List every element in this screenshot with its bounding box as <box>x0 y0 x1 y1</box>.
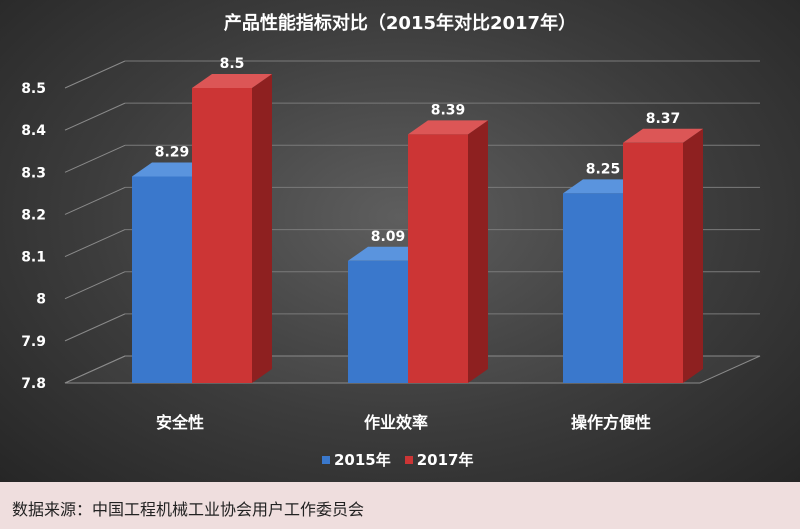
legend-label-2015: 2015年 <box>334 451 391 469</box>
x-tick-label: 操作方便性 <box>571 413 651 432</box>
bar <box>563 193 623 383</box>
bar <box>192 88 252 383</box>
legend: 2015年 2017年 <box>322 449 474 470</box>
gridline-diagonal <box>64 271 126 300</box>
y-tick-label: 8.5 <box>21 81 46 97</box>
bar-top <box>408 120 488 135</box>
bar-side <box>683 128 703 383</box>
gridline-diagonal <box>64 186 126 215</box>
gridline-diagonal <box>64 313 126 342</box>
gridline-diagonal <box>64 60 126 89</box>
gridline-diagonal <box>64 144 126 173</box>
x-tick-label: 作业效率 <box>364 413 428 432</box>
y-tick-label: 8.1 <box>21 250 46 266</box>
data-label: 8.29 <box>155 145 190 161</box>
bar <box>623 142 683 383</box>
x-tick-label: 安全性 <box>156 413 204 432</box>
bar <box>408 134 468 383</box>
chart-title: 产品性能指标对比（2015年对比2017年） <box>224 12 576 34</box>
data-label: 8.37 <box>646 111 681 127</box>
y-tick-label: 7.9 <box>21 334 46 350</box>
legend-swatch-2015 <box>322 455 330 464</box>
bar <box>348 260 408 383</box>
legend-swatch-2017 <box>404 455 413 464</box>
y-tick-label: 8.3 <box>21 165 46 181</box>
legend-label-2017: 2017年 <box>416 451 474 469</box>
y-tick-label: 8 <box>36 292 46 308</box>
data-label: 8.25 <box>586 161 621 177</box>
chart-panel: 产品性能指标对比（2015年对比2017年） 7.8 7.9 8 8.1 8.2 8.3 8.… <box>0 0 800 482</box>
y-tick-label: 8.4 <box>21 123 46 139</box>
bar <box>132 176 192 383</box>
bar-chart: 产品性能指标对比（2015年对比2017年） 7.8 7.9 8 8.1 8.2 8.3 8.… <box>21 12 761 432</box>
footer: 数据来源：中国工程机械工业协会用户工作委员会 <box>0 482 800 529</box>
y-tick-label: 7.8 <box>21 376 46 392</box>
data-label: 8.5 <box>220 56 245 72</box>
bar-side <box>468 120 488 383</box>
gridline-diagonal <box>64 229 126 258</box>
data-label: 8.09 <box>371 229 406 245</box>
source-note: 数据来源：中国工程机械工业协会用户工作委员会 <box>12 500 365 519</box>
bar-top <box>192 74 272 88</box>
gridline-diagonal <box>64 102 126 131</box>
bar-top <box>623 128 703 143</box>
data-label: 8.39 <box>431 102 466 118</box>
bar-side <box>252 74 272 383</box>
y-tick-label: 8.2 <box>21 207 46 223</box>
